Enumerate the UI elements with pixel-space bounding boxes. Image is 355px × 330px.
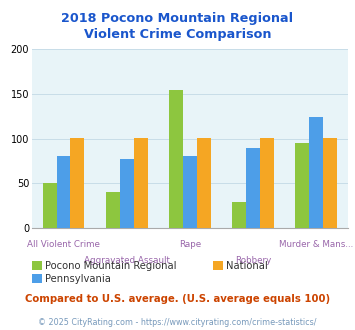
- Bar: [309, 117, 323, 228]
- Text: Pennsylvania: Pennsylvania: [45, 274, 111, 284]
- Text: Robbery: Robbery: [235, 256, 271, 265]
- Bar: [120, 159, 134, 228]
- Text: © 2025 CityRating.com - https://www.cityrating.com/crime-statistics/: © 2025 CityRating.com - https://www.city…: [38, 318, 317, 327]
- Bar: [323, 138, 337, 228]
- Text: Aggravated Assault: Aggravated Assault: [84, 256, 170, 265]
- Bar: [106, 192, 120, 228]
- Bar: [183, 155, 197, 228]
- Bar: [71, 138, 84, 228]
- Bar: [134, 138, 148, 228]
- Text: National: National: [226, 261, 268, 271]
- Bar: [169, 89, 183, 228]
- Bar: [295, 143, 309, 228]
- Text: Rape: Rape: [179, 240, 201, 249]
- Bar: [260, 138, 274, 228]
- Bar: [197, 138, 211, 228]
- Bar: [232, 202, 246, 228]
- Bar: [56, 156, 71, 228]
- Text: Murder & Mans...: Murder & Mans...: [279, 240, 354, 249]
- Text: 2018 Pocono Mountain Regional
Violent Crime Comparison: 2018 Pocono Mountain Regional Violent Cr…: [61, 12, 294, 41]
- Text: Compared to U.S. average. (U.S. average equals 100): Compared to U.S. average. (U.S. average …: [25, 294, 330, 304]
- Text: All Violent Crime: All Violent Crime: [27, 240, 100, 249]
- Bar: [246, 148, 260, 228]
- Text: Pocono Mountain Regional: Pocono Mountain Regional: [45, 261, 176, 271]
- Bar: [43, 183, 56, 228]
